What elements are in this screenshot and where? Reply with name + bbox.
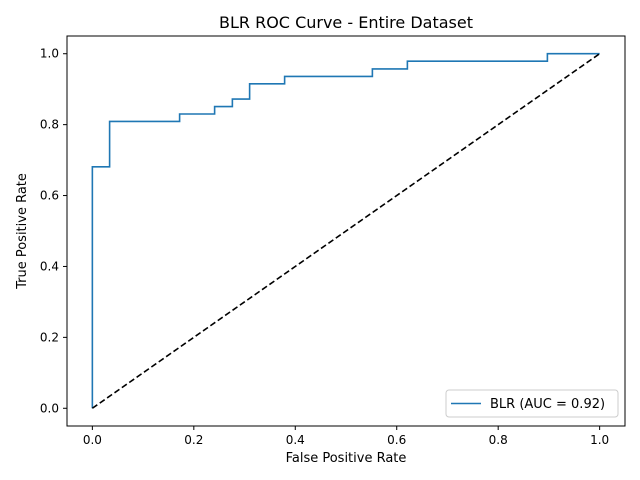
x-tick-label: 0.8 (489, 433, 508, 447)
y-axis: 0.0 0.2 0.4 0.6 0.8 1.0 (40, 47, 67, 415)
y-tick-label: 0.6 (40, 189, 59, 203)
y-tick-label: 0.2 (40, 330, 59, 344)
y-tick-label: 0.4 (40, 259, 59, 273)
y-tick-label: 1.0 (40, 47, 59, 61)
plot-area (91, 52, 601, 409)
legend: BLR (AUC = 0.92) (445, 389, 619, 418)
chart-title: BLR ROC Curve - Entire Dataset (219, 13, 473, 32)
roc-curve-line (91, 52, 600, 409)
y-tick-label: 0.8 (40, 118, 59, 132)
legend-box (445, 389, 619, 418)
x-tick-label: 0.4 (286, 433, 305, 447)
x-axis-label: False Positive Rate (286, 451, 407, 466)
chance-line (91, 53, 601, 409)
legend-label-blr: BLR (AUC = 0.92) (490, 397, 605, 412)
plot-frame (66, 35, 626, 427)
y-tick-label: 0.0 (40, 401, 59, 415)
y-axis-label: True Positive Rate (15, 173, 30, 290)
x-axis: 0.0 0.2 0.4 0.6 0.8 1.0 (83, 426, 609, 447)
x-tick-label: 0.0 (83, 433, 102, 447)
x-tick-label: 1.0 (590, 433, 609, 447)
x-tick-label: 0.6 (387, 433, 406, 447)
x-tick-label: 0.2 (184, 433, 203, 447)
